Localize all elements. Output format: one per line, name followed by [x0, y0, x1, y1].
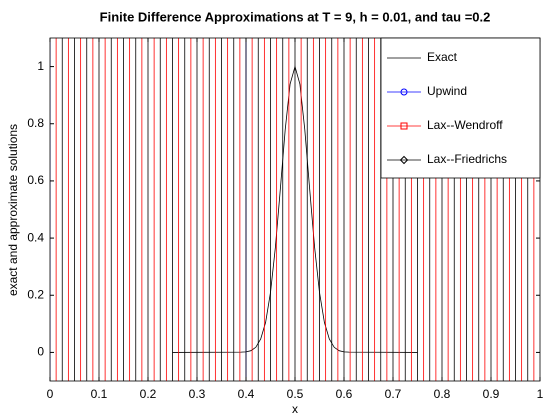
- legend-label: Lax--Friedrichs: [427, 152, 507, 166]
- y-tick-label: 0.8: [27, 116, 44, 130]
- x-tick-label: 0.8: [434, 387, 451, 401]
- x-tick-label: 0.5: [287, 387, 304, 401]
- plot-area: [45, 0, 540, 420]
- legend-marker: [400, 122, 408, 130]
- y-tick-label: 0: [37, 345, 44, 359]
- x-tick-label: 0.2: [140, 387, 157, 401]
- x-tick-label: 0.1: [91, 387, 108, 401]
- series-line: [172, 65, 418, 353]
- x-tick-label: 1: [537, 387, 544, 401]
- legend-marker: [399, 155, 409, 165]
- legend-label: Upwind: [427, 84, 467, 98]
- x-tick-label: 0.6: [336, 387, 353, 401]
- legend: Exact Upwind Lax--Wendroff Lax--Friedrichs: [380, 37, 541, 179]
- legend-label: Lax--Wendroff: [427, 118, 503, 132]
- legend-box: [380, 37, 541, 179]
- legend-marker: [400, 88, 408, 96]
- x-tick-label: 0.3: [189, 387, 206, 401]
- y-tick-label: 0.2: [27, 287, 44, 301]
- chart-title: Finite Difference Approximations at T = …: [100, 9, 491, 24]
- x-tick-label: 0: [47, 387, 54, 401]
- y-tick-label: 0.4: [27, 230, 44, 244]
- y-axis-label: exact and approximate solutions: [6, 124, 20, 296]
- y-tick-label: 1: [37, 59, 44, 73]
- y-tick-label: 0.6: [27, 173, 44, 187]
- x-tick-label: 0.4: [238, 387, 255, 401]
- x-tick-label: 0.7: [385, 387, 402, 401]
- legend-label: Exact: [427, 50, 458, 64]
- x-tick-label: 0.9: [483, 387, 500, 401]
- x-axis-label: x: [292, 402, 298, 416]
